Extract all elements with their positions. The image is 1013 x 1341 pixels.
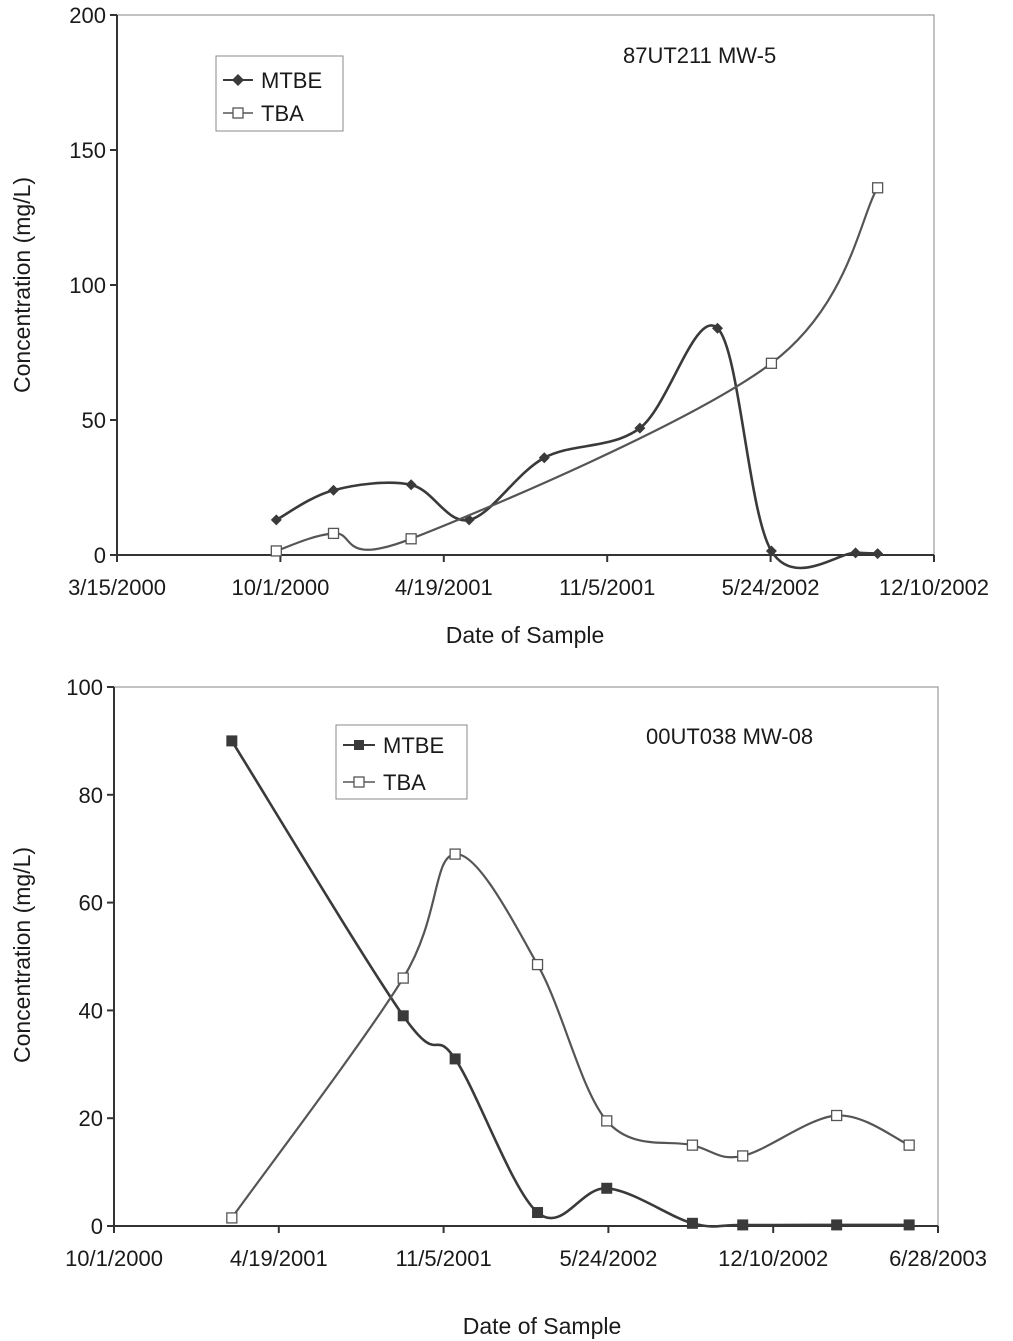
x-tick-label: 10/1/2000	[65, 1246, 163, 1271]
y-ticks: 0 50 100 150 200	[69, 3, 117, 568]
x-tick-label: 5/24/2002	[722, 575, 820, 600]
legend-item-mtbe: MTBE	[223, 68, 322, 93]
legend-marker-mtbe	[354, 740, 364, 750]
legend: MTBE TBA	[335, 724, 468, 800]
series-tba	[270, 182, 884, 557]
data-point-mtbe	[328, 484, 340, 496]
data-point-tba	[737, 1150, 749, 1162]
x-tick-label: 4/19/2001	[230, 1246, 328, 1271]
x-ticks: 10/1/2000 4/19/2001 11/5/2001 5/24/2002 12/1…	[65, 1226, 987, 1271]
x-tick-label: 11/5/2001	[395, 1246, 491, 1271]
x-axis-title: Date of Sample	[446, 622, 605, 648]
y-tick-label: 20	[79, 1106, 103, 1131]
data-point-mtbe	[449, 1053, 461, 1065]
legend-label-mtbe: MTBE	[383, 733, 444, 758]
data-point-tba	[871, 182, 884, 194]
y-tick-label: 100	[69, 273, 106, 298]
legend-label-mtbe: MTBE	[261, 68, 322, 93]
series-line-mtbe	[275, 324, 879, 570]
x-tick-label: 3/15/2000	[68, 575, 166, 600]
data-point-tba	[226, 1212, 238, 1224]
data-point-mtbe	[634, 422, 646, 434]
x-tick-label: 6/28/2003	[889, 1246, 987, 1271]
data-point-mtbe	[532, 1207, 544, 1219]
data-point-mtbe	[872, 548, 884, 560]
y-tick-label: 40	[79, 998, 103, 1023]
legend-label-tba: TBA	[261, 101, 304, 126]
y-tick-label: 0	[94, 543, 106, 568]
x-tick-label: 10/1/2000	[231, 575, 329, 600]
series-mtbe	[226, 735, 915, 1231]
chart-label: 00UT038 MW-08	[646, 724, 813, 749]
series-tba	[226, 848, 915, 1224]
data-point-tba	[270, 545, 282, 557]
data-point-mtbe	[737, 1219, 749, 1231]
data-point-tba	[765, 357, 778, 369]
data-point-mtbe	[270, 514, 282, 526]
legend-label-tba: TBA	[383, 770, 426, 795]
data-point-mtbe	[538, 452, 550, 464]
data-point-mtbe	[831, 1219, 843, 1231]
chart-87ut211-mw5: 0 50 100 150 200 3/15/2000 10/1/2000 4/19/2001…	[9, 3, 989, 648]
legend-marker-tba	[232, 107, 244, 119]
legend-marker-tba	[353, 776, 365, 788]
x-axis-title: Date of Sample	[463, 1313, 622, 1339]
series-mtbe	[270, 322, 884, 570]
series-line-mtbe	[230, 739, 911, 1228]
legend-item-mtbe: MTBE	[343, 733, 444, 758]
data-point-mtbe	[686, 1217, 698, 1229]
legend: MTBE TBA	[215, 55, 344, 132]
y-tick-label: 0	[91, 1214, 103, 1239]
data-point-tba	[405, 533, 417, 545]
legend-item-tba: TBA	[223, 101, 304, 126]
data-point-mtbe	[850, 547, 862, 559]
y-tick-label: 60	[79, 891, 103, 916]
y-axis-title: Concentration (mg/L)	[9, 847, 35, 1063]
data-point-mtbe	[903, 1219, 915, 1231]
y-tick-label: 200	[69, 3, 106, 28]
data-point-tba	[397, 972, 409, 984]
y-tick-label: 100	[66, 675, 103, 700]
series-layer	[226, 735, 915, 1231]
data-point-mtbe	[226, 735, 238, 747]
legend-item-tba: TBA	[343, 770, 426, 795]
x-tick-label: 4/19/2001	[395, 575, 493, 600]
data-point-mtbe	[711, 322, 723, 334]
plot-area	[113, 686, 939, 1227]
y-tick-label: 80	[79, 783, 103, 808]
data-point-mtbe	[601, 1182, 613, 1194]
data-point-tba	[601, 1115, 613, 1127]
chart-label: 87UT211 MW-5	[623, 43, 776, 68]
series-layer	[270, 182, 884, 570]
data-point-mtbe	[397, 1010, 409, 1022]
y-axis-title: Concentration (mg/L)	[9, 177, 35, 393]
legend-marker-mtbe	[232, 74, 244, 86]
x-tick-label: 5/24/2002	[559, 1246, 657, 1271]
data-point-tba	[327, 527, 340, 540]
y-tick-label: 150	[69, 138, 106, 163]
y-ticks: 0 20 40 60 80 100	[66, 675, 114, 1239]
chart-00ut038-mw08: 0 20 40 60 80 100 10/1/2000 4/19/2001 11/5/2001…	[9, 675, 987, 1339]
data-point-tba	[686, 1139, 699, 1151]
y-tick-label: 50	[82, 408, 106, 433]
data-point-tba	[449, 848, 461, 860]
data-point-tba	[903, 1139, 915, 1151]
x-tick-label: 12/10/2002	[718, 1246, 828, 1271]
data-point-mtbe	[405, 479, 417, 491]
data-point-tba	[531, 958, 544, 971]
x-tick-label: 11/5/2001	[559, 575, 655, 600]
x-ticks: 3/15/2000 10/1/2000 4/19/2001 11/5/2001 5/24…	[68, 555, 989, 600]
x-tick-label: 12/10/2002	[879, 575, 989, 600]
data-point-tba	[830, 1109, 843, 1122]
data-point-mtbe	[765, 545, 777, 557]
